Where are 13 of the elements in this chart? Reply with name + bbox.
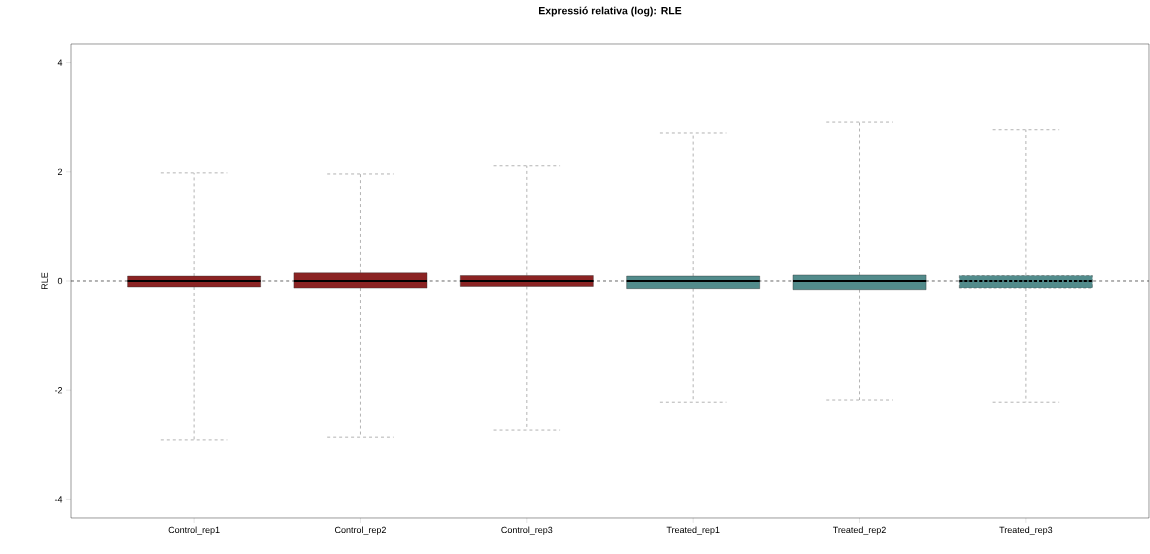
y-axis-title: RLE: [41, 272, 48, 289]
x-tick-label: Control_rep1: [168, 526, 220, 535]
x-tick-label: Treated_rep3: [999, 526, 1053, 535]
x-tick-label: Treated_rep2: [832, 526, 886, 535]
y-tick-label: 4: [57, 59, 63, 66]
y-tick-label: 0: [57, 277, 63, 285]
y-tick-label: -4: [54, 496, 63, 503]
chart-title: Expressió relativa (log): RLE: [539, 6, 682, 17]
x-tick-label: Control_rep2: [335, 526, 386, 535]
y-tick-label: -2: [54, 387, 63, 394]
x-tick-label: Treated_rep1: [666, 526, 720, 535]
y-tick-label: 2: [57, 168, 63, 175]
x-tick-label: Control_rep3: [501, 526, 553, 535]
